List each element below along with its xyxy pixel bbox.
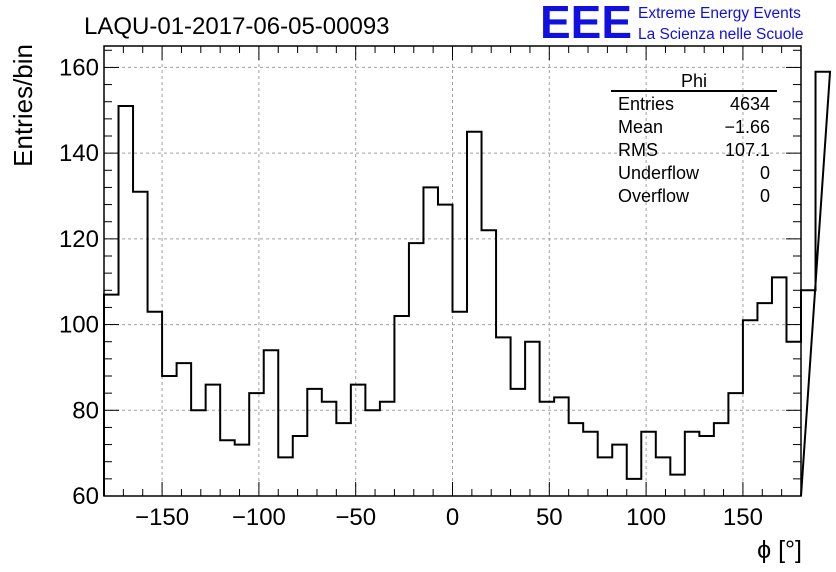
logo-letters: EEE bbox=[540, 0, 632, 48]
plot-frame bbox=[103, 45, 802, 497]
stats-title: Phi bbox=[681, 71, 707, 91]
stats-label: Entries bbox=[618, 94, 674, 114]
chart-title: LAQU-01-2017-06-05-00093 bbox=[84, 13, 390, 40]
y-tick-label: 60 bbox=[72, 483, 99, 510]
stats-box: Phi Entries 4634 Mean −1.66 RMS 107.1 Underflo… bbox=[611, 71, 777, 206]
histogram-outline bbox=[103, 70, 832, 497]
x-tick-label: 0 bbox=[446, 504, 459, 531]
stats-rows: Entries 4634 Mean −1.66 RMS 107.1 Underflow 0 Ov… bbox=[618, 94, 770, 206]
tick-labels: −150 −100 −50 0 50 100 150 60 80 100 120 140 160 bbox=[59, 54, 763, 531]
logo-line-1: Extreme Energy Events bbox=[638, 5, 801, 22]
grid-lines bbox=[104, 46, 801, 497]
stats-label: Underflow bbox=[618, 163, 700, 183]
x-axis-label: ϕ [°] bbox=[757, 536, 802, 564]
y-tick-label: 140 bbox=[59, 140, 99, 167]
x-tick-label: 150 bbox=[723, 504, 763, 531]
stats-label: Mean bbox=[618, 117, 663, 137]
stats-label: Overflow bbox=[618, 186, 690, 206]
y-tick-label: 100 bbox=[59, 312, 99, 339]
stats-value: 0 bbox=[760, 186, 770, 206]
stats-value: 4634 bbox=[730, 94, 770, 114]
y-axis-label: Entries/bin bbox=[8, 44, 38, 167]
x-tick-label: −150 bbox=[135, 504, 189, 531]
y-tick-label: 160 bbox=[59, 54, 99, 81]
x-tick-label: −100 bbox=[232, 504, 286, 531]
stats-label: RMS bbox=[618, 140, 658, 160]
eee-logo: EEE Extreme Energy Events La Scienza nel… bbox=[540, 0, 803, 48]
y-tick-label: 120 bbox=[59, 226, 99, 253]
x-tick-label: −50 bbox=[335, 504, 376, 531]
x-tick-label: 50 bbox=[536, 504, 563, 531]
stats-value: 0 bbox=[760, 163, 770, 183]
stats-value: −1.66 bbox=[724, 117, 770, 137]
logo-line-2: La Scienza nelle Scuole bbox=[638, 26, 803, 43]
y-tick-label: 80 bbox=[72, 397, 99, 424]
stats-value: 107.1 bbox=[725, 140, 770, 160]
x-tick-label: 100 bbox=[626, 504, 666, 531]
